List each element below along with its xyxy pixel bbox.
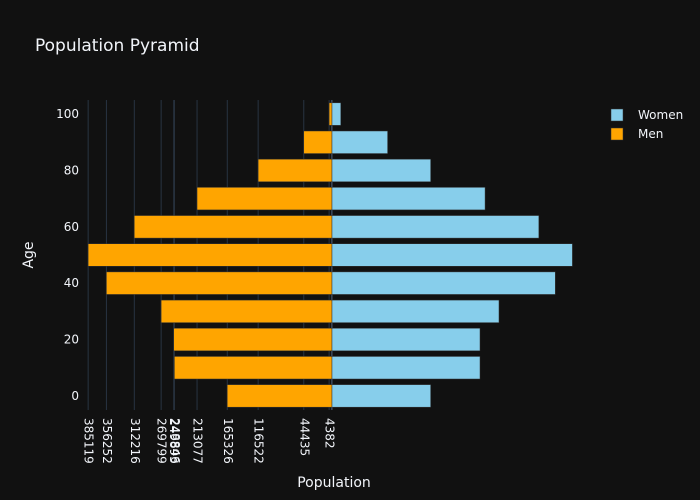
x-tick-label: 116522 [252,418,266,464]
y-tick-label: 20 [64,333,79,347]
chart-title: Population Pyramid [35,36,200,56]
bar-men-age-40 [106,271,333,295]
legend: Women Men [610,108,683,141]
bar-men-age-70 [196,187,333,211]
x-tick-label: 44435 [297,418,311,456]
x-tick-label: 356252 [100,418,114,464]
x-tick-label: 165326 [221,418,235,464]
x-tick-label: 249893 [167,418,181,464]
bar-women-age-10 [331,356,481,380]
y-tick-label: 100 [56,107,79,121]
bar-women-age-60 [331,215,540,239]
bar-women-age-0 [331,384,431,408]
legend-label-men: Men [638,127,663,141]
y-axis-title: Age [21,241,37,268]
bars [87,102,573,408]
y-tick-label: 40 [64,276,79,290]
x-tick-label: 248846 [168,418,182,464]
bar-women-age-30 [331,299,500,323]
bar-women-age-70 [331,187,486,211]
x-tick-label: 4382 [323,418,337,449]
bar-women-age-90 [331,130,388,154]
x-tick-label: 269799 [155,418,169,464]
x-axis-title: Population [297,475,371,491]
bar-men-age-50 [87,243,333,267]
legend-label-women: Women [638,108,683,122]
x-tick-label: 312216 [128,418,142,464]
bar-men-age-10 [174,356,333,380]
y-tick-label: 80 [64,163,79,177]
bar-men-age-90 [303,130,333,154]
legend-swatch-men [610,127,624,141]
bar-men-age-30 [160,299,333,323]
x-tick-label: 213077 [191,418,205,464]
legend-swatch-women [610,108,624,122]
bar-men-age-0 [227,384,333,408]
bar-men-age-20 [173,328,333,352]
y-tick-label: 60 [64,220,79,234]
bar-men-age-100 [328,102,333,126]
bar-women-age-40 [331,271,556,295]
x-tick-label: 385119 [82,418,96,464]
bar-women-age-80 [331,158,431,182]
y-tick-label: 0 [71,389,79,403]
bar-men-age-80 [257,158,333,182]
y-axis-ticks: 0 20 40 60 80 100 [56,107,79,403]
bar-women-age-20 [331,328,481,352]
bar-men-age-60 [134,215,333,239]
bar-women-age-100 [331,102,342,126]
bar-women-age-50 [331,243,573,267]
